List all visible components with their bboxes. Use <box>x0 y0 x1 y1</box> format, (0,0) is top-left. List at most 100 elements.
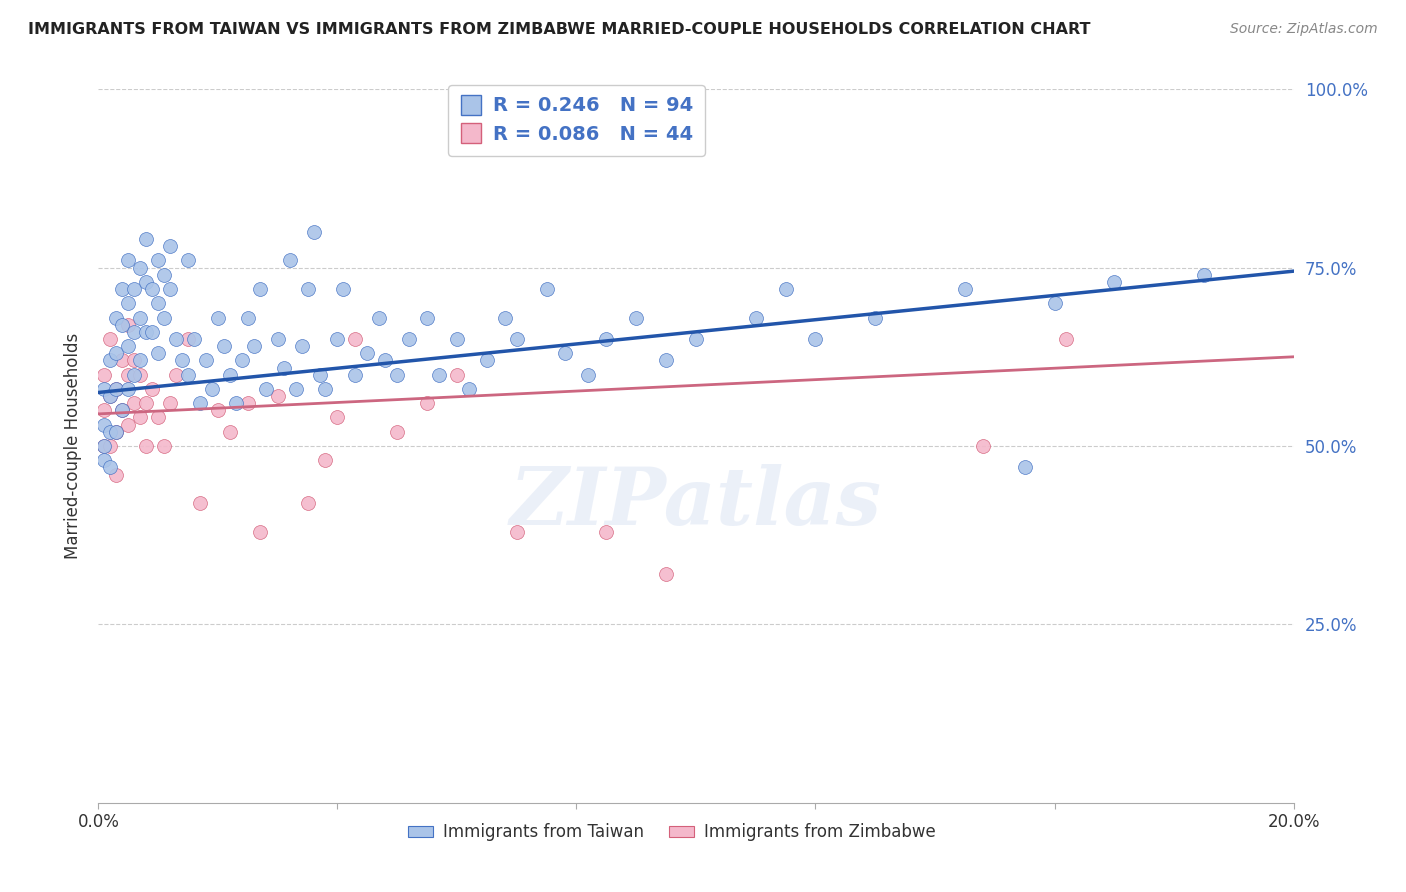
Point <box>201 382 224 396</box>
Point <box>1104 275 1126 289</box>
Point <box>105 382 128 396</box>
Point <box>207 310 229 325</box>
Point <box>655 353 678 368</box>
Point <box>416 396 439 410</box>
Point <box>111 403 134 417</box>
Point <box>148 296 170 310</box>
Point <box>135 396 157 410</box>
Point <box>446 332 468 346</box>
Point <box>93 453 115 467</box>
Point <box>506 524 529 539</box>
Point <box>308 368 330 382</box>
Point <box>93 439 115 453</box>
Point <box>105 346 128 360</box>
Point <box>124 396 146 410</box>
Point <box>236 310 259 325</box>
Point <box>225 396 247 410</box>
Point <box>135 439 157 453</box>
Text: IMMIGRANTS FROM TAIWAN VS IMMIGRANTS FROM ZIMBABWE MARRIED-COUPLE HOUSEHOLDS COR: IMMIGRANTS FROM TAIWAN VS IMMIGRANTS FRO… <box>28 22 1091 37</box>
Point <box>1043 296 1066 310</box>
Point <box>129 410 152 425</box>
Point <box>865 310 887 325</box>
Point <box>93 439 115 453</box>
Point <box>117 339 139 353</box>
Point <box>446 368 468 382</box>
Point <box>1014 460 1036 475</box>
Point <box>124 353 146 368</box>
Point <box>219 368 242 382</box>
Point <box>159 396 181 410</box>
Point <box>165 332 187 346</box>
Point <box>105 382 128 396</box>
Point <box>148 346 170 360</box>
Point <box>105 425 128 439</box>
Point <box>291 339 314 353</box>
Point <box>273 360 295 375</box>
Point <box>124 368 146 382</box>
Point <box>111 403 134 417</box>
Point <box>188 396 211 410</box>
Point <box>177 332 200 346</box>
Point <box>98 389 122 403</box>
Point <box>243 339 266 353</box>
Point <box>207 403 229 417</box>
Point <box>595 524 617 539</box>
Point <box>124 282 146 296</box>
Point <box>177 368 200 382</box>
Point <box>117 368 139 382</box>
Point <box>1192 268 1215 282</box>
Point <box>212 339 235 353</box>
Point <box>111 318 134 332</box>
Point <box>172 353 194 368</box>
Point <box>804 332 827 346</box>
Point <box>135 275 157 289</box>
Point <box>98 389 122 403</box>
Point <box>536 282 558 296</box>
Point <box>93 368 115 382</box>
Point <box>98 353 122 368</box>
Text: ZIPatlas: ZIPatlas <box>510 465 882 541</box>
Point <box>111 282 134 296</box>
Point <box>111 353 134 368</box>
Point <box>129 310 152 325</box>
Y-axis label: Married-couple Households: Married-couple Households <box>63 333 82 559</box>
Point <box>267 389 290 403</box>
Point <box>93 417 115 432</box>
Point <box>105 467 128 482</box>
Point <box>117 382 139 396</box>
Point <box>231 353 253 368</box>
Point <box>98 439 122 453</box>
Point <box>554 346 576 360</box>
Point <box>183 332 205 346</box>
Point <box>159 239 181 253</box>
Point <box>953 282 976 296</box>
Point <box>93 382 115 396</box>
Point <box>148 410 170 425</box>
Point <box>124 325 146 339</box>
Point <box>356 346 378 360</box>
Legend: Immigrants from Taiwan, Immigrants from Zimbabwe: Immigrants from Taiwan, Immigrants from … <box>402 817 942 848</box>
Point <box>385 425 409 439</box>
Point <box>249 524 271 539</box>
Point <box>153 268 176 282</box>
Point <box>326 410 349 425</box>
Point <box>141 325 163 339</box>
Point <box>129 368 152 382</box>
Point <box>267 332 290 346</box>
Point <box>595 332 617 346</box>
Point <box>159 282 181 296</box>
Point <box>297 496 319 510</box>
Point <box>254 382 277 396</box>
Point <box>105 425 128 439</box>
Point <box>302 225 325 239</box>
Point <box>344 332 367 346</box>
Point <box>427 368 450 382</box>
Point <box>153 310 176 325</box>
Point <box>326 332 349 346</box>
Point <box>297 282 319 296</box>
Point <box>745 310 768 325</box>
Point <box>219 425 242 439</box>
Point <box>368 310 391 325</box>
Point <box>506 332 529 346</box>
Point <box>398 332 420 346</box>
